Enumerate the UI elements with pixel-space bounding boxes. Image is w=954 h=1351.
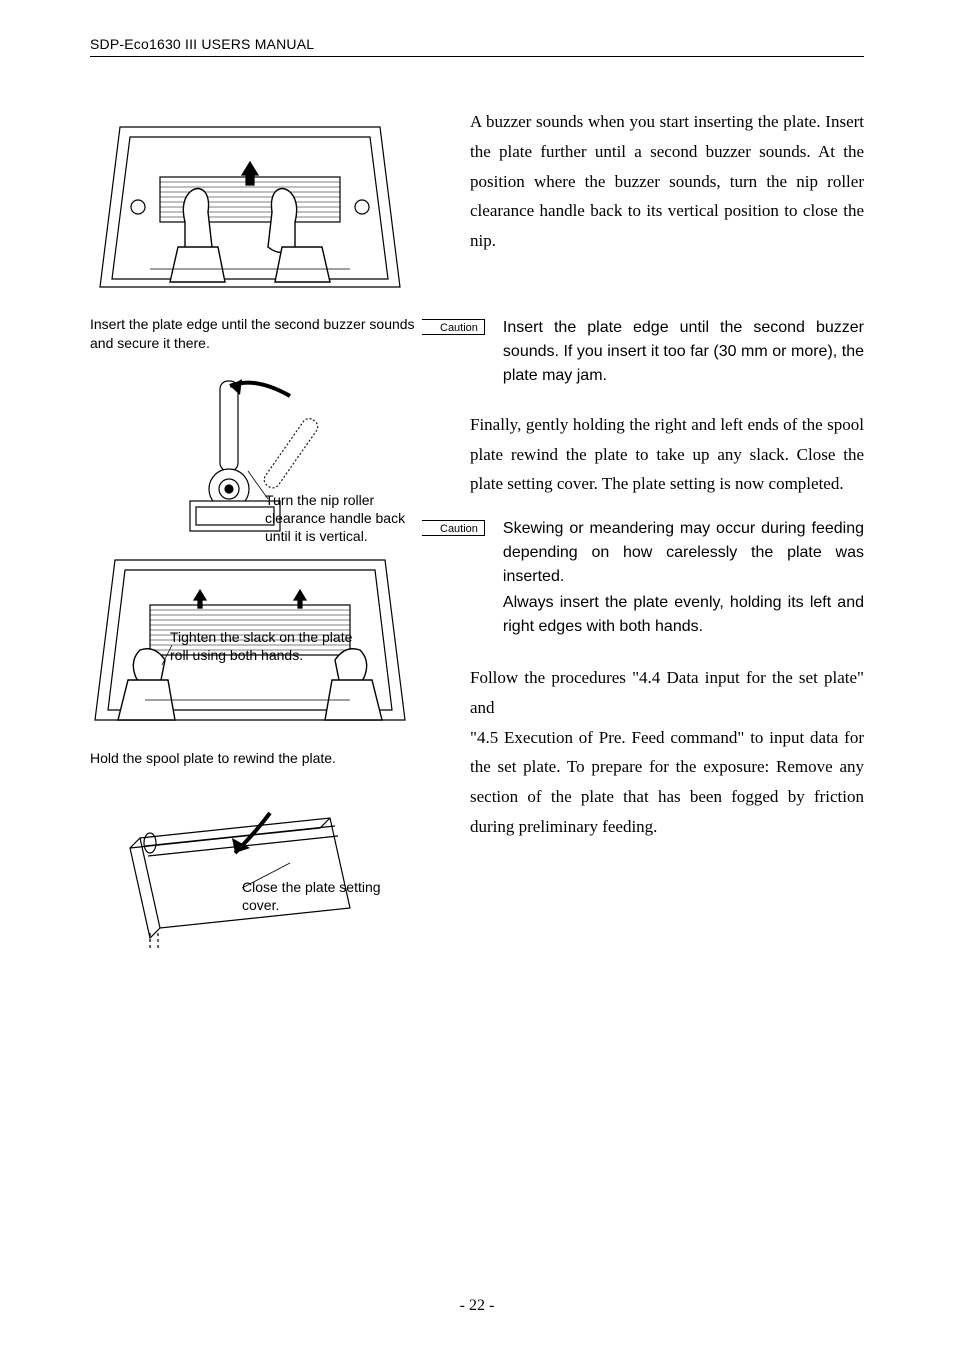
paragraph-2: Finally, gently holding the right and le… [470, 410, 864, 499]
caution-label: Caution [422, 520, 485, 536]
paragraph-3b: "4.5 Execution of Pre. Feed command" to … [470, 723, 864, 842]
figure2-annotation: Turn the nip roller clearance handle bac… [265, 491, 425, 546]
paragraph-3a: Follow the procedures "4.4 Data input fo… [470, 663, 864, 723]
figures-column: Insert the plate edge until the second b… [90, 107, 430, 952]
figure-tighten-slack: Tighten the slack on the plate roll usin… [90, 550, 430, 749]
figure3-caption: Hold the spool plate to rewind the plate… [90, 749, 430, 768]
caution-label: Caution [422, 319, 485, 335]
caution2-text: Skewing or meandering may occur during f… [503, 517, 864, 641]
paragraph-1: A buzzer sounds when you start inserting… [470, 107, 864, 256]
caution-block-1: Caution Insert the plate edge until the … [422, 316, 864, 388]
caution2-text-a: Skewing or meandering may occur during f… [503, 517, 864, 589]
figure-nip-handle: Turn the nip roller clearance handle bac… [90, 371, 430, 550]
caution2-text-b: Always insert the plate evenly, holding … [503, 591, 864, 639]
figure3-annotation: Tighten the slack on the plate roll usin… [170, 628, 370, 664]
figure1-caption: Insert the plate edge until the second b… [90, 315, 430, 353]
page-header: SDP-Eco1630 III USERS MANUAL [90, 36, 864, 57]
figure-close-cover: Close the plate setting cover. [90, 788, 430, 952]
body-column: A buzzer sounds when you start inserting… [470, 107, 864, 952]
page-number: - 22 - [0, 1297, 954, 1315]
caution-block-2: Caution Skewing or meandering may occur … [422, 517, 864, 641]
caution1-text: Insert the plate edge until the second b… [503, 316, 864, 388]
figure4-annotation: Close the plate setting cover. [242, 878, 412, 914]
figure-insert-plate [90, 107, 430, 307]
